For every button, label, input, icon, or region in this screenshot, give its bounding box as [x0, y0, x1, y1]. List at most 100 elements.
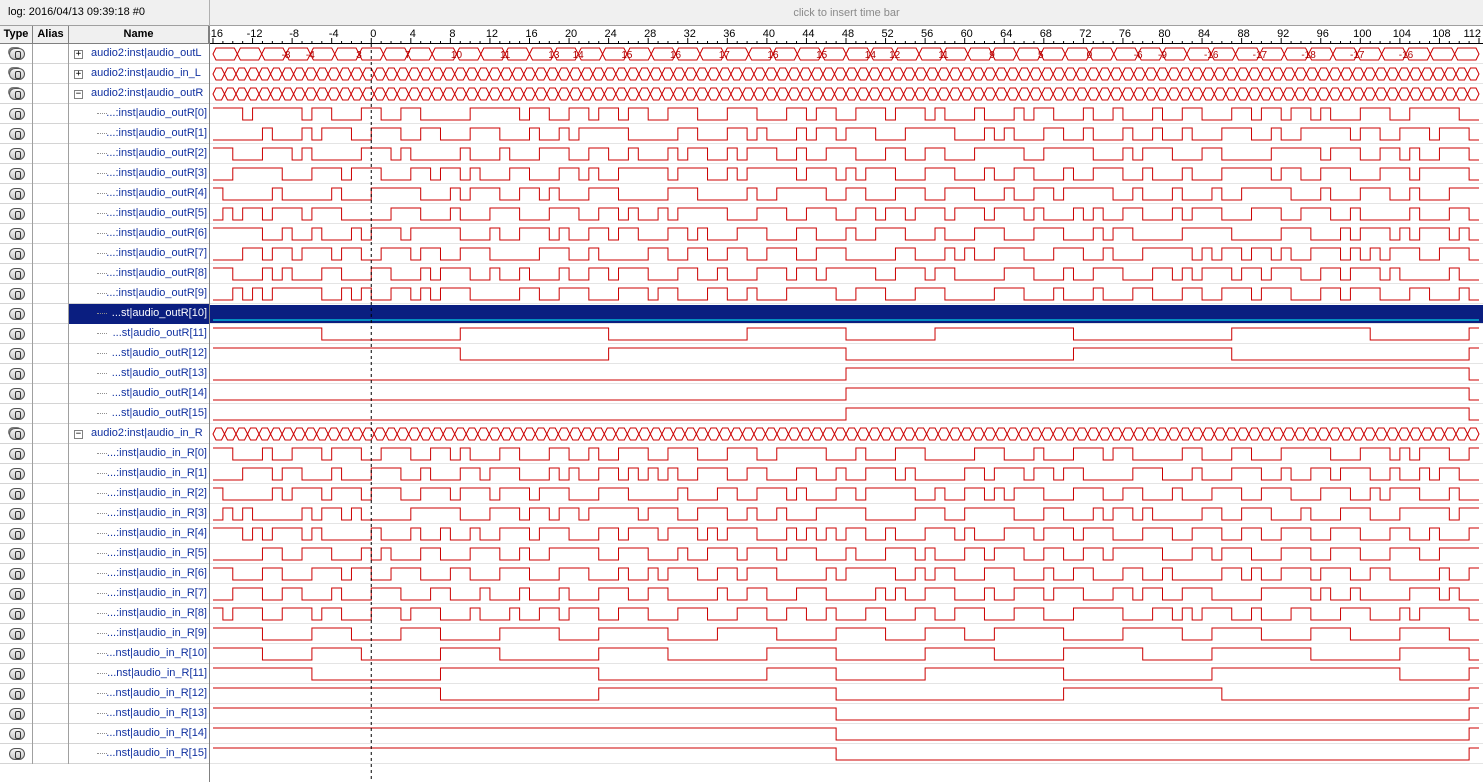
signal-alias-cell[interactable]: [33, 124, 69, 144]
signal-name-cell[interactable]: ...st|audio_outR[14]: [69, 384, 209, 404]
signal-name-cell[interactable]: ...:inst|audio_outR[9]: [69, 284, 209, 304]
signal-name-cell[interactable]: ...:inst|audio_in_R[8]: [69, 604, 209, 624]
bit-waveform[interactable]: [213, 487, 1479, 501]
signal-row[interactable]: ...:inst|audio_in_R[6]: [0, 564, 209, 584]
signal-name-cell[interactable]: ...:inst|audio_in_R[7]: [69, 584, 209, 604]
signal-name-cell[interactable]: ...nst|audio_in_R[11]: [69, 664, 209, 684]
signal-name-cell[interactable]: ...st|audio_outR[12]: [69, 344, 209, 364]
signal-name-cell[interactable]: ...st|audio_outR[11]: [69, 324, 209, 344]
bit-waveform[interactable]: [213, 647, 1479, 661]
signal-name-cell[interactable]: ...:inst|audio_outR[2]: [69, 144, 209, 164]
signal-alias-cell[interactable]: [33, 84, 69, 104]
signal-row[interactable]: ...nst|audio_in_R[14]: [0, 724, 209, 744]
signal-name-cell[interactable]: ...st|audio_outR[15]: [69, 404, 209, 424]
signal-name-cell[interactable]: ...:inst|audio_in_R[4]: [69, 524, 209, 544]
signal-row[interactable]: ...:inst|audio_outR[7]: [0, 244, 209, 264]
signal-alias-cell[interactable]: [33, 504, 69, 524]
signal-alias-cell[interactable]: [33, 544, 69, 564]
signal-row[interactable]: ...st|audio_outR[12]: [0, 344, 209, 364]
column-header-type[interactable]: Type: [0, 26, 33, 44]
signal-row[interactable]: ...st|audio_outR[10]: [0, 304, 209, 324]
signal-row[interactable]: ...:inst|audio_outR[9]: [0, 284, 209, 304]
signal-name-cell[interactable]: ...:inst|audio_outR[3]: [69, 164, 209, 184]
signal-row[interactable]: ...:inst|audio_outR[2]: [0, 144, 209, 164]
signal-name-cell[interactable]: ...:inst|audio_outR[5]: [69, 204, 209, 224]
signal-alias-cell[interactable]: [33, 64, 69, 84]
signal-alias-cell[interactable]: [33, 204, 69, 224]
signal-row[interactable]: ...:inst|audio_outR[0]: [0, 104, 209, 124]
bit-waveform[interactable]: [213, 387, 1479, 401]
signal-alias-cell[interactable]: [33, 184, 69, 204]
bit-waveform[interactable]: [213, 187, 1479, 201]
signal-alias-cell[interactable]: [33, 704, 69, 724]
signal-name-cell[interactable]: ...nst|audio_in_R[10]: [69, 644, 209, 664]
signal-name-cell[interactable]: ...nst|audio_in_R[13]: [69, 704, 209, 724]
signal-row[interactable]: ...nst|audio_in_R[11]: [0, 664, 209, 684]
signal-group-row[interactable]: − audio2:inst|audio_in_R: [0, 424, 209, 444]
signal-name-cell[interactable]: ...:inst|audio_outR[1]: [69, 124, 209, 144]
signal-alias-cell[interactable]: [33, 604, 69, 624]
signal-name-cell[interactable]: ...:inst|audio_in_R[6]: [69, 564, 209, 584]
signal-name-cell[interactable]: + audio2:inst|audio_in_L: [69, 64, 209, 84]
signal-alias-cell[interactable]: [33, 624, 69, 644]
signal-row[interactable]: ...:inst|audio_outR[1]: [0, 124, 209, 144]
signal-name-cell[interactable]: ...:inst|audio_in_R[2]: [69, 484, 209, 504]
signal-row[interactable]: ...st|audio_outR[15]: [0, 404, 209, 424]
bit-waveform[interactable]: [213, 147, 1479, 161]
signal-row[interactable]: ...:inst|audio_in_R[1]: [0, 464, 209, 484]
bit-waveform[interactable]: [213, 167, 1479, 181]
signal-alias-cell[interactable]: [33, 144, 69, 164]
bit-waveform[interactable]: [213, 567, 1479, 581]
signal-row[interactable]: ...nst|audio_in_R[15]: [0, 744, 209, 764]
signal-alias-cell[interactable]: [33, 104, 69, 124]
signal-alias-cell[interactable]: [33, 424, 69, 444]
signal-name-cell[interactable]: ...:inst|audio_outR[0]: [69, 104, 209, 124]
bit-waveform[interactable]: [213, 467, 1479, 481]
column-header-name[interactable]: Name: [69, 26, 209, 44]
signal-group-row[interactable]: + audio2:inst|audio_in_L: [0, 64, 209, 84]
signal-name-cell[interactable]: ...st|audio_outR[13]: [69, 364, 209, 384]
bit-waveform[interactable]: [213, 107, 1479, 121]
signal-name-cell[interactable]: ...st|audio_outR[10]: [69, 304, 209, 324]
signal-name-cell[interactable]: ...:inst|audio_in_R[0]: [69, 444, 209, 464]
signal-alias-cell[interactable]: [33, 304, 69, 324]
signal-name-cell[interactable]: ...:inst|audio_in_R[3]: [69, 504, 209, 524]
bit-waveform[interactable]: [213, 227, 1479, 241]
bit-waveform[interactable]: [213, 327, 1479, 341]
signal-name-cell[interactable]: + audio2:inst|audio_outL: [69, 44, 209, 64]
bus-waveform[interactable]: [212, 427, 1480, 441]
signal-row[interactable]: ...nst|audio_in_R[13]: [0, 704, 209, 724]
signal-row[interactable]: ...:inst|audio_in_R[8]: [0, 604, 209, 624]
bus-waveform[interactable]: [212, 47, 1480, 61]
bit-waveform[interactable]: [213, 247, 1479, 261]
bit-waveform[interactable]: [213, 687, 1479, 701]
signal-alias-cell[interactable]: [33, 744, 69, 764]
column-header-alias[interactable]: Alias: [33, 26, 69, 44]
expand-icon[interactable]: +: [74, 69, 83, 79]
signal-name-cell[interactable]: ...nst|audio_in_R[12]: [69, 684, 209, 704]
collapse-icon[interactable]: −: [74, 89, 83, 99]
signal-alias-cell[interactable]: [33, 244, 69, 264]
signal-row[interactable]: ...:inst|audio_in_R[9]: [0, 624, 209, 644]
bit-waveform[interactable]: [213, 287, 1479, 301]
bus-waveform[interactable]: [212, 67, 1480, 81]
signal-alias-cell[interactable]: [33, 284, 69, 304]
signal-alias-cell[interactable]: [33, 684, 69, 704]
signal-alias-cell[interactable]: [33, 264, 69, 284]
signal-name-cell[interactable]: ...:inst|audio_outR[7]: [69, 244, 209, 264]
signal-alias-cell[interactable]: [33, 444, 69, 464]
signal-name-cell[interactable]: ...:inst|audio_in_R[5]: [69, 544, 209, 564]
signal-alias-cell[interactable]: [33, 484, 69, 504]
signal-group-row[interactable]: − audio2:inst|audio_outR: [0, 84, 209, 104]
bit-waveform[interactable]: [213, 747, 1479, 761]
bit-waveform[interactable]: [213, 267, 1479, 281]
signal-name-cell[interactable]: ...nst|audio_in_R[15]: [69, 744, 209, 764]
signal-name-cell[interactable]: ...:inst|audio_outR[8]: [69, 264, 209, 284]
signal-row[interactable]: ...:inst|audio_outR[5]: [0, 204, 209, 224]
signal-row[interactable]: ...nst|audio_in_R[10]: [0, 644, 209, 664]
waveform-canvas[interactable]: -16-12-8-4048121620242832364044485256606…: [210, 26, 1483, 782]
signal-alias-cell[interactable]: [33, 584, 69, 604]
signal-alias-cell[interactable]: [33, 644, 69, 664]
bit-waveform[interactable]: [213, 547, 1479, 561]
bit-waveform[interactable]: [213, 207, 1479, 221]
